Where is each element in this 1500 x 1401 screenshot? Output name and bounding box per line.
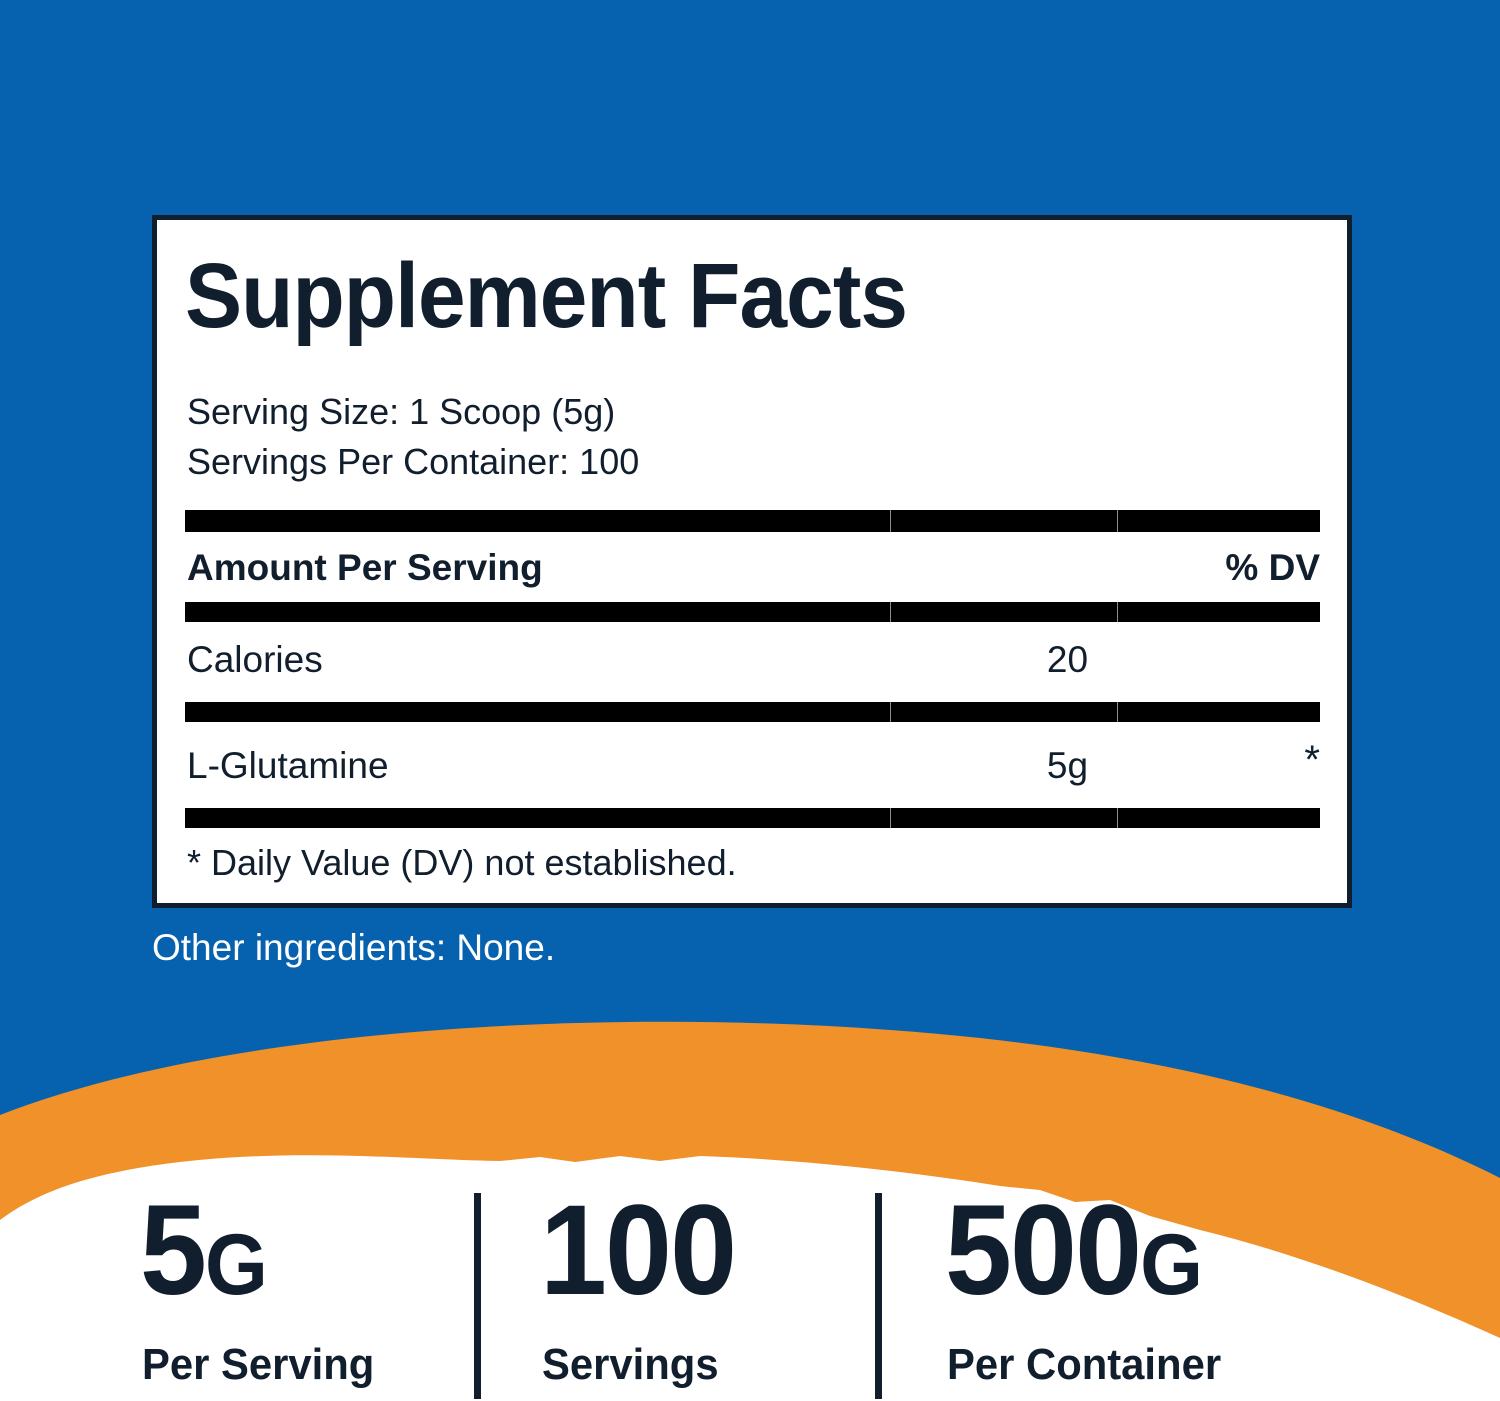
table-rule-bottom <box>185 808 1320 828</box>
table-rule-under-calories <box>185 702 1320 722</box>
table-header-amount-per-serving: Amount Per Serving <box>187 547 543 588</box>
stat-value-per-serving: 5G <box>140 1185 268 1331</box>
other-ingredients-text: Other ingredients: None. <box>152 927 556 968</box>
nutrient-dv-l-glutamine: * <box>1304 738 1320 782</box>
rule-segment-divider <box>1117 808 1118 828</box>
rule-segment-divider <box>890 510 891 532</box>
stat-unit: G <box>1140 1217 1203 1313</box>
table-row: Calories 20 <box>185 632 1320 688</box>
rule-segment-divider <box>1117 602 1118 622</box>
daily-value-footnote: * Daily Value (DV) not established. <box>187 842 737 883</box>
stat-block-per-container: 500G Per Container <box>945 1185 1365 1401</box>
stat-unit: G <box>205 1217 268 1313</box>
stat-block-servings: 100 Servings <box>540 1185 860 1401</box>
stat-label-servings: Servings <box>542 1340 719 1389</box>
nutrient-amount-calories: 20 <box>1046 639 1089 680</box>
white-band-shape <box>0 1155 1500 1401</box>
stat-value-servings: 100 <box>540 1185 737 1331</box>
rule-segment-divider <box>890 808 891 828</box>
stat-label-per-serving: Per Serving <box>142 1340 375 1389</box>
table-rule-under-header <box>185 602 1320 622</box>
nutrient-name-calories: Calories <box>187 639 323 680</box>
stat-number: 5 <box>140 1179 207 1322</box>
rule-segment-divider <box>890 602 891 622</box>
serving-size-text: Serving Size: 1 Scoop (5g) <box>187 391 616 432</box>
stat-label-per-container: Per Container <box>947 1340 1222 1389</box>
rule-segment-divider <box>890 702 891 722</box>
supplement-facts-content: Supplement Facts Serving Size: 1 Scoop (… <box>185 220 1320 903</box>
table-header-row: Amount Per Serving % DV <box>185 540 1320 596</box>
supplement-facts-panel: Supplement Facts Serving Size: 1 Scoop (… <box>152 215 1352 908</box>
table-header-percent-dv: % DV <box>1225 547 1320 588</box>
table-row: L-Glutamine 5g * <box>185 738 1320 794</box>
nutrient-amount-l-glutamine: 5g <box>1046 745 1089 786</box>
rule-segment-divider <box>1117 510 1118 532</box>
nutrient-name-l-glutamine: L-Glutamine <box>187 745 389 786</box>
wave-decoration <box>0 1020 1500 1401</box>
servings-per-container-text: Servings Per Container: 100 <box>187 441 640 482</box>
product-stats-bar: 5G Per Serving 100 Servings 500G Per Con… <box>0 1185 1500 1401</box>
stat-block-per-serving: 5G Per Serving <box>140 1185 460 1401</box>
stat-divider <box>875 1193 882 1399</box>
stat-divider <box>474 1193 481 1399</box>
stat-number: 500 <box>945 1179 1142 1322</box>
wave-svg <box>0 1021 1500 1401</box>
supplement-facts-title: Supplement Facts <box>185 245 908 347</box>
table-rule-top <box>185 510 1320 532</box>
stat-value-per-container: 500G <box>945 1185 1203 1331</box>
rule-segment-divider <box>1117 702 1118 722</box>
stat-number: 100 <box>540 1179 737 1322</box>
